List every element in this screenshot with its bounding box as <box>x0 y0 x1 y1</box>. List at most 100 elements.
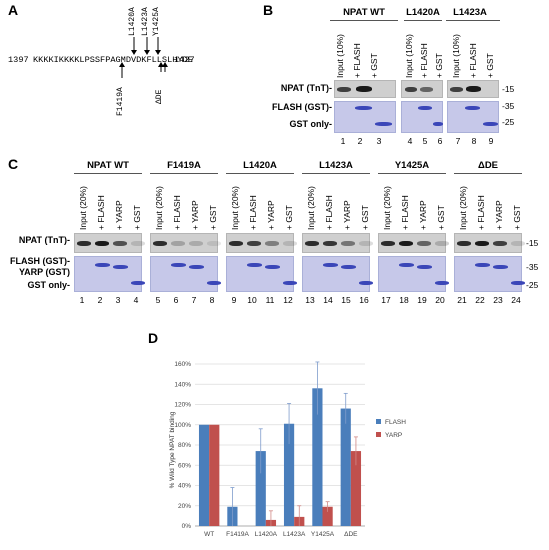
sequence-start: 1397 <box>8 55 29 65</box>
y-tick-label: 80% <box>178 442 191 449</box>
b-lane-number: 5 <box>422 136 428 146</box>
b-lane-flash: + FLASH <box>468 43 478 78</box>
c-lane-number: 19 <box>417 295 427 305</box>
band <box>359 241 373 246</box>
b-lane-number: 2 <box>357 136 363 146</box>
band <box>131 241 145 246</box>
band <box>483 122 498 126</box>
b-lane-flash: + FLASH <box>352 43 362 78</box>
b-lane-number: 4 <box>407 136 413 146</box>
chart-grid <box>195 363 365 527</box>
c-lane-number: 10 <box>247 295 257 305</box>
c-lane-label: + GST <box>132 205 142 230</box>
band <box>493 265 508 269</box>
band <box>189 265 204 269</box>
band <box>283 281 297 285</box>
c-lane-number: 2 <box>97 295 103 305</box>
panel-c-label: C <box>8 156 19 172</box>
c-row-gst-only: GST only- <box>27 280 71 290</box>
c-lane-label: Input (20%) <box>154 186 164 230</box>
band <box>465 106 480 110</box>
c-group-line <box>74 173 142 174</box>
bar-yarp <box>322 506 333 526</box>
band <box>466 86 481 92</box>
c-group-line <box>226 173 294 174</box>
c-lane-label: + FLASH <box>400 195 410 230</box>
c-blot-npat <box>74 233 145 253</box>
c-lane-number: 18 <box>399 295 409 305</box>
c-lane-label: + GST <box>360 205 370 230</box>
c-lane-number: 24 <box>511 295 521 305</box>
c-lane-label: + GST <box>284 205 294 230</box>
chart-x-ticks: WT F1419A L1420A L1423A Y1425A ΔDE <box>204 531 358 538</box>
mutation-f1419a: F1419A <box>116 87 125 116</box>
c-lane-number: 11 <box>265 295 275 305</box>
b-group-l1423a: L1423A <box>453 7 487 18</box>
band <box>95 241 109 246</box>
legend-swatch <box>376 419 381 424</box>
band <box>511 241 525 246</box>
band <box>450 87 463 92</box>
band <box>171 241 185 246</box>
c-lane-number: 16 <box>359 295 369 305</box>
band <box>341 265 356 269</box>
c-mw-15: -15 <box>526 238 539 248</box>
chart-y-ticks: 0% 20% 40% 60% 80% 100% 120% 140% 160% <box>174 361 191 530</box>
bar-flash <box>283 423 295 526</box>
c-lane-label: + FLASH <box>96 195 106 230</box>
band <box>457 241 471 246</box>
x-tick-label: L1423A <box>283 531 306 538</box>
b-mw-25: -25 <box>502 117 515 127</box>
panel-b-label: B <box>263 2 274 18</box>
c-lane-label: + FLASH <box>476 195 486 230</box>
c-lane-label: + YARP <box>418 200 428 230</box>
band <box>435 281 449 285</box>
c-lane-number: 22 <box>475 295 485 305</box>
c-lane-number: 15 <box>341 295 351 305</box>
x-tick-label: ΔDE <box>344 531 358 538</box>
b-blot-gst-3 <box>447 101 499 133</box>
y-tick-label: 100% <box>174 422 191 429</box>
band <box>417 265 432 269</box>
c-blot-gst <box>226 256 297 292</box>
b-lane-input: Input (10%) <box>451 34 461 78</box>
band <box>113 265 128 269</box>
band <box>171 263 186 267</box>
c-lane-label: Input (20%) <box>230 186 240 230</box>
c-lane-label: Input (20%) <box>458 186 468 230</box>
c-lane-label: Input (20%) <box>306 186 316 230</box>
band <box>265 265 280 269</box>
band <box>247 241 261 246</box>
b-lane-flash: + FLASH <box>419 43 429 78</box>
band <box>375 122 392 126</box>
chart-error-bars <box>230 361 358 526</box>
c-mw-35: -35 <box>526 262 539 272</box>
c-lane-label: + YARP <box>342 200 352 230</box>
b-lane-input: Input (10%) <box>404 34 414 78</box>
c-group-line <box>378 173 446 174</box>
legend-label: YARP <box>385 432 402 439</box>
bar-yarp <box>209 424 220 526</box>
chart-bars <box>198 388 362 526</box>
band <box>323 241 337 246</box>
c-group-header: L1423A <box>319 160 353 171</box>
x-tick-label: F1419A <box>226 531 249 538</box>
band <box>418 106 432 110</box>
b-group-line <box>404 20 442 21</box>
c-group-header: F1419A <box>167 160 201 171</box>
c-blot-gst <box>150 256 221 292</box>
c-lane-number: 14 <box>323 295 333 305</box>
c-lane-number: 1 <box>79 295 85 305</box>
c-lane-number: 8 <box>209 295 215 305</box>
bar-flash <box>312 388 323 526</box>
legend-swatch <box>376 432 381 437</box>
c-blot-gst <box>454 256 525 292</box>
band <box>493 241 507 246</box>
c-row-yarp: YARP (GST) <box>18 267 70 277</box>
c-blot-npat <box>302 233 373 253</box>
c-lane-label: + YARP <box>114 200 124 230</box>
band <box>153 241 167 246</box>
b-row-flash: FLASH (GST)- <box>272 102 332 112</box>
b-lane-input: Input (10%) <box>335 34 345 78</box>
band <box>399 241 413 246</box>
